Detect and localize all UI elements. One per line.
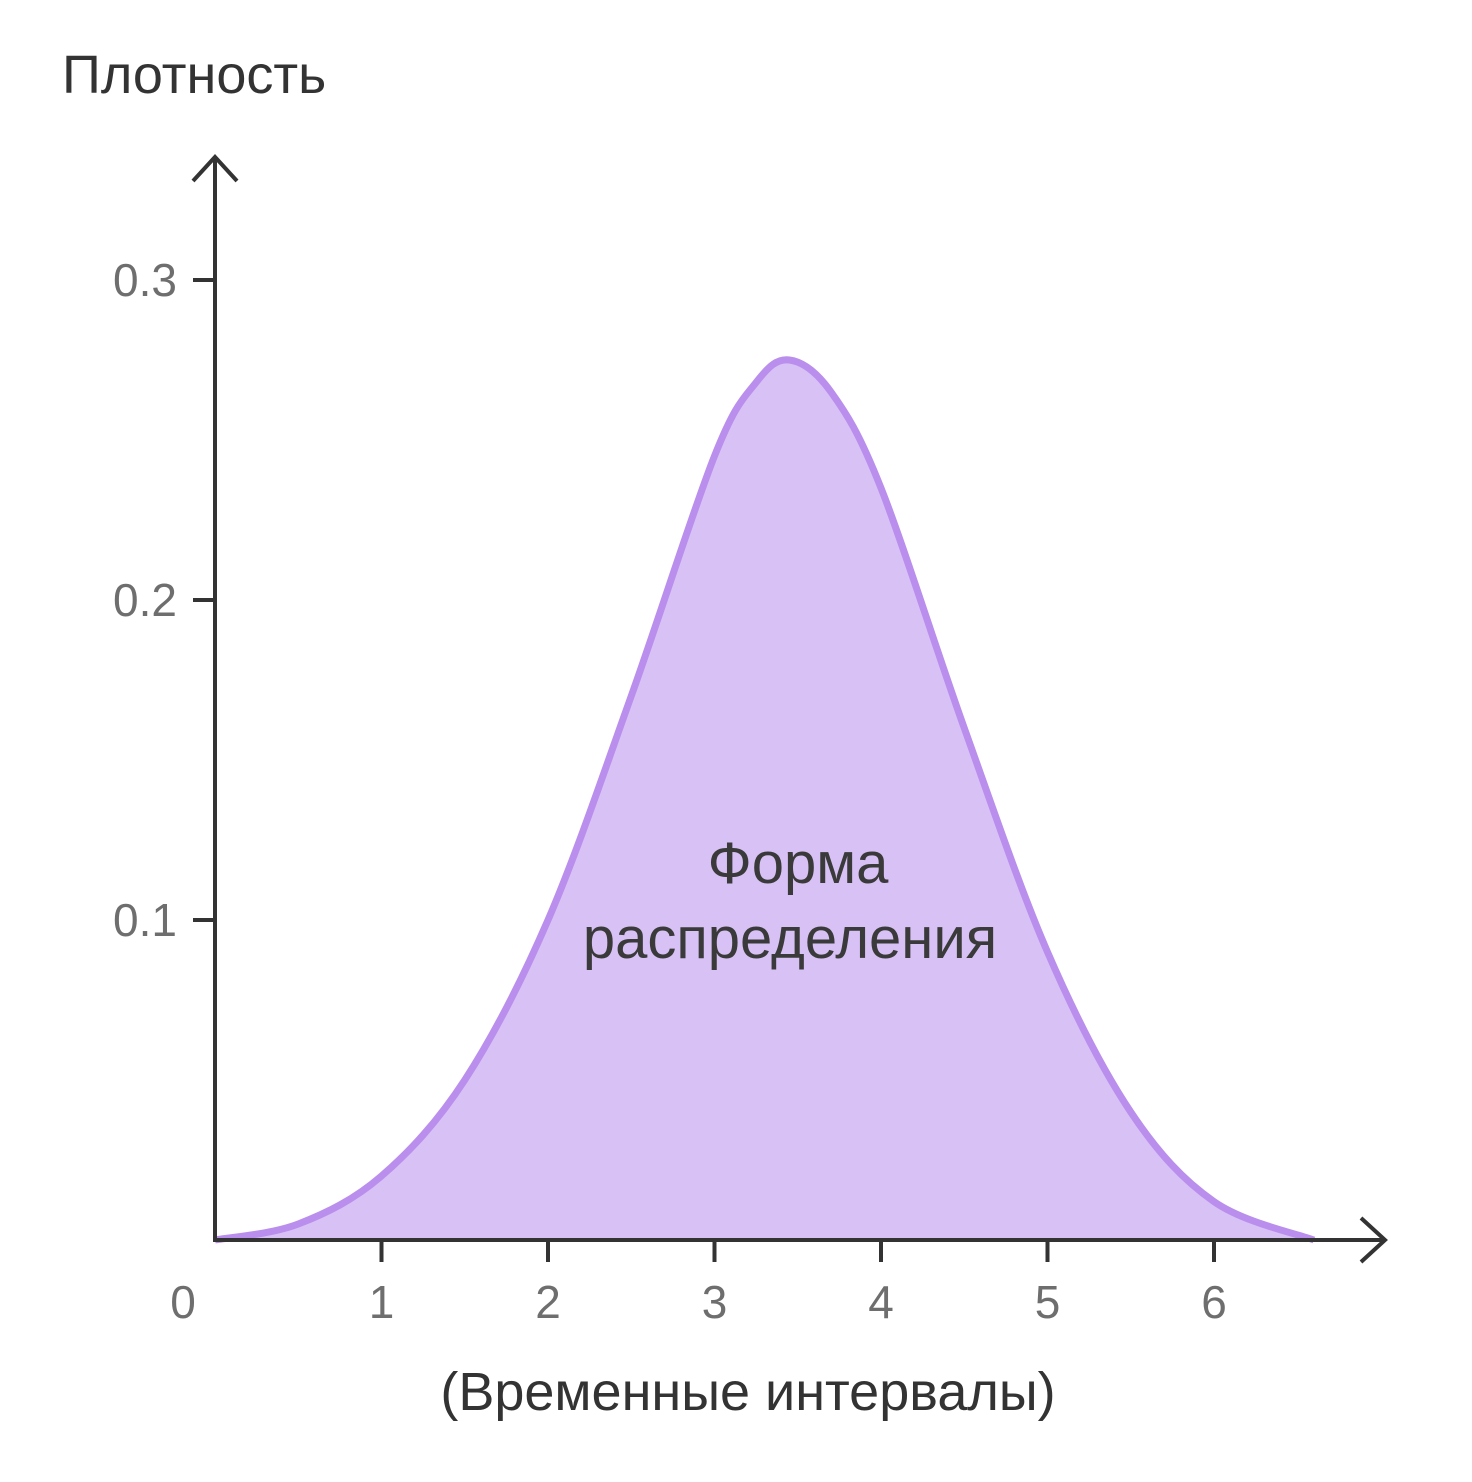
x-tick-label: 3	[702, 1276, 728, 1328]
axis-ticks: 0 1 2 3 4 5 6 0.1 0.2 0.3	[113, 254, 1227, 1328]
x-tick-label: 4	[868, 1276, 894, 1328]
x-tick-label: 1	[369, 1276, 395, 1328]
x-tick-label: 0	[170, 1276, 196, 1328]
annotation-line-1: Форма	[708, 831, 889, 896]
y-tick-label: 0.3	[113, 254, 177, 306]
axes	[191, 154, 1388, 1264]
annotation-line-2: распределения	[583, 906, 997, 971]
y-tick-label: 0.2	[113, 574, 177, 626]
y-axis-title: Плотность	[62, 45, 326, 105]
density-area-fill	[215, 359, 1314, 1240]
x-tick-label: 2	[535, 1276, 561, 1328]
x-axis-title: (Временные интервалы)	[440, 1362, 1055, 1422]
density-area-layer	[214, 356, 1316, 1244]
x-axis-arrow-icon	[1359, 1216, 1388, 1264]
x-tick-label: 6	[1201, 1276, 1227, 1328]
y-axis-arrow-icon	[191, 154, 239, 183]
density-curve	[214, 356, 1316, 1244]
x-tick-label: 5	[1035, 1276, 1061, 1328]
y-tick-label: 0.1	[113, 894, 177, 946]
